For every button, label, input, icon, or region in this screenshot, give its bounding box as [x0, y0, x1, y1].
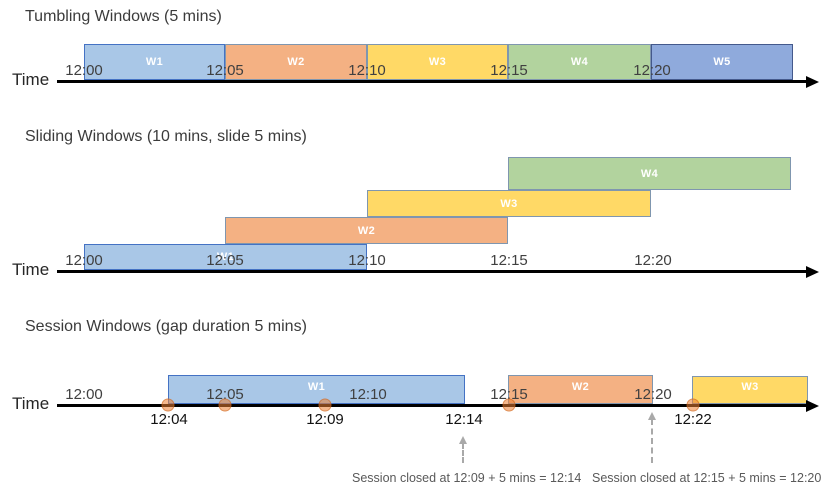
session-event-dot-1222: [686, 398, 700, 412]
session-window-w3-label: W3: [741, 381, 759, 393]
sliding-window-w3: W3: [367, 190, 651, 217]
tumbling-tick-1220: 12:20: [633, 62, 671, 79]
session-event-dot-1204: [161, 398, 175, 412]
session-close-annotation-2: Session closed at 12:15 + 5 mins = 12:20: [592, 471, 822, 485]
sliding-tick-1220: 12:20: [634, 252, 672, 269]
sliding-window-w2: W2: [225, 217, 508, 244]
sliding-window-w4: W4: [508, 157, 791, 190]
session-close-arrow-1220-icon: [648, 412, 657, 463]
sliding-section-title: Sliding Windows (10 mins, slide 5 mins): [25, 128, 307, 145]
tumbling-timeline-arrowhead-icon: [806, 75, 819, 88]
tumbling-window-w1-label: W1: [145, 56, 164, 68]
tumbling-section-title: Tumbling Windows (5 mins): [25, 8, 222, 25]
tumbling-window-w2-label: W2: [287, 56, 305, 68]
session-close-arrow-1220-line: [651, 419, 653, 463]
session-event-dot-1215: [502, 398, 516, 412]
tumbling-window-w4: W4: [508, 44, 651, 80]
tumbling-window-w5-label: W5: [713, 56, 731, 68]
session-window-w2: W2: [508, 375, 653, 404]
session-section-title: Session Windows (gap duration 5 mins): [25, 318, 307, 335]
session-timeline-arrowhead-icon: [806, 399, 819, 412]
session-tick-1220: 12:20: [634, 386, 672, 403]
session-close-arrow-1214-icon: [459, 436, 468, 463]
session-window-w1-label: W1: [307, 380, 326, 393]
sliding-window-w2-label: W2: [357, 224, 376, 237]
session-close-arrow-1220-head-icon: [648, 412, 656, 420]
tumbling-window-w1: W1: [84, 44, 225, 80]
tumbling-window-w3-label: W3: [428, 56, 447, 68]
sliding-window-w3-label: W3: [500, 197, 518, 210]
sliding-tick-1205: 12:05: [206, 252, 244, 269]
sliding-timeline: [57, 270, 808, 273]
sliding-timeline-arrowhead-icon: [806, 265, 819, 278]
session-window-w1: W1: [168, 375, 465, 404]
session-tick-1205: 12:05: [206, 386, 244, 403]
tumbling-tick-1215: 12:15: [490, 62, 528, 79]
tumbling-window-w4-label: W4: [570, 56, 589, 68]
sliding-time-axis-label: Time: [12, 260, 50, 279]
session-close-arrow-1214-head-icon: [459, 436, 467, 444]
tumbling-tick-1205: 12:05: [206, 62, 244, 79]
session-event-time-1214: 12:14: [445, 411, 483, 428]
tumbling-tick-1210: 12:10: [348, 62, 386, 79]
session-close-arrow-1214-line: [462, 443, 464, 463]
sliding-tick-1210: 12:10: [348, 252, 386, 269]
tumbling-timeline: [57, 80, 808, 83]
session-timeline: [57, 404, 808, 407]
session-event-time-1222: 12:22: [674, 411, 712, 428]
sliding-tick-1215: 12:15: [490, 252, 528, 269]
session-close-annotation-1: Session closed at 12:09 + 5 mins = 12:14: [352, 471, 582, 485]
session-time-axis-label: Time: [12, 394, 50, 413]
session-tick-1200: 12:00: [65, 386, 103, 403]
tumbling-window-w5: W5: [651, 44, 793, 80]
sliding-window-w1: W1: [84, 244, 367, 270]
session-window-w2-label: W2: [571, 380, 590, 393]
tumbling-time-axis-label: Time: [12, 70, 50, 89]
sliding-window-w1-label: W1: [216, 251, 235, 263]
sliding-tick-1200: 12:00: [65, 252, 103, 269]
session-tick-1210: 12:10: [349, 386, 387, 403]
session-event-time-1204: 12:04: [150, 411, 188, 428]
tumbling-tick-1200: 12:00: [65, 62, 103, 79]
session-event-dot-1206: [218, 398, 232, 412]
session-tick-1215: 12:15: [490, 386, 528, 403]
session-event-time-1209: 12:09: [306, 411, 344, 428]
tumbling-window-w2: W2: [225, 44, 367, 80]
session-event-dot-1209: [318, 398, 332, 412]
sliding-window-w4-label: W4: [640, 167, 659, 180]
session-window-w3: W3: [692, 376, 808, 404]
tumbling-window-w3: W3: [367, 44, 508, 80]
